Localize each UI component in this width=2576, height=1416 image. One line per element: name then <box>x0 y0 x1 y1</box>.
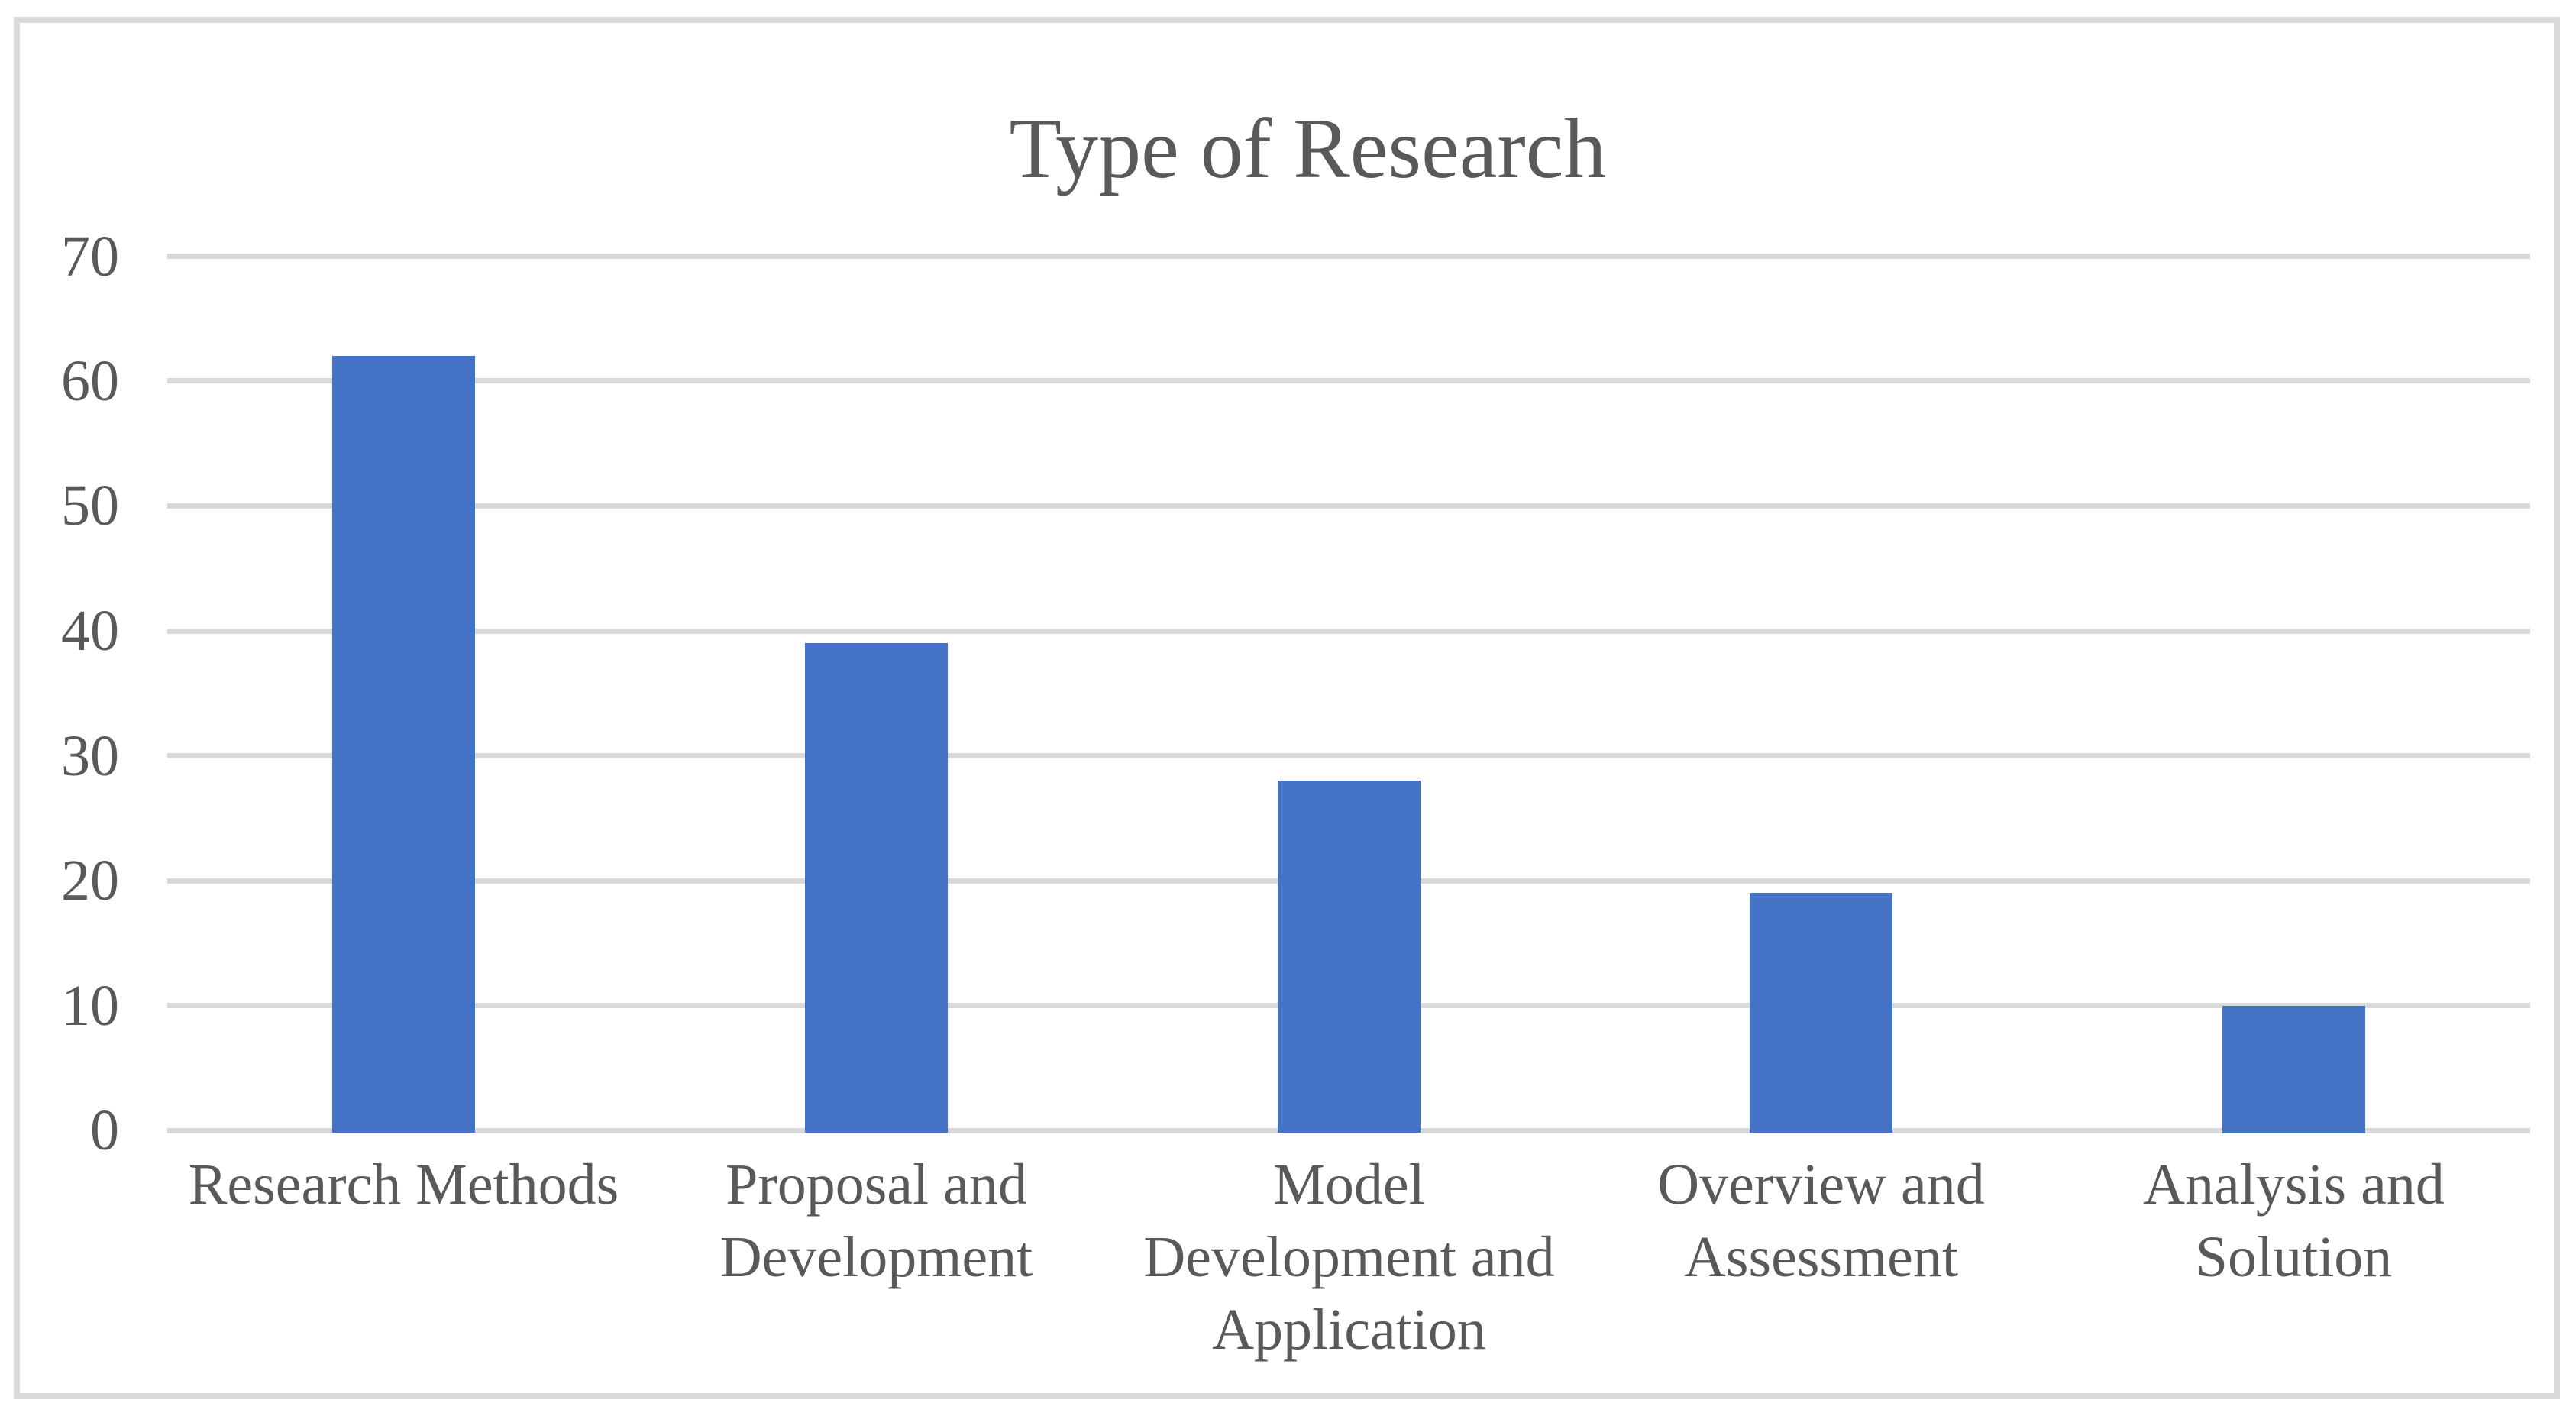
bar-analysis-and-solution <box>2222 1006 2365 1133</box>
x-category-label-overview-and-assessment: Overview and Assessment <box>1585 1149 2057 1294</box>
x-category-label-line: Research Methods <box>188 1153 619 1217</box>
x-category-label-line: Proposal and <box>726 1153 1027 1217</box>
y-tick-label-30: 30 <box>61 724 119 788</box>
x-category-label-line: Development <box>719 1225 1033 1289</box>
y-tick-label-60: 60 <box>61 349 119 413</box>
bar-model-development-and-application <box>1278 781 1421 1133</box>
x-category-label-proposal-and-development: Proposal and Development <box>640 1149 1113 1294</box>
y-tick-label-0: 0 <box>90 1098 119 1162</box>
gridline-y-70 <box>167 254 2530 259</box>
bar-overview-and-assessment <box>1750 893 1892 1133</box>
x-category-label-line: Assessment <box>1684 1225 1958 1289</box>
x-category-label-line: Overview and <box>1657 1153 1985 1217</box>
x-category-label-research-methods: Research Methods <box>167 1149 640 1221</box>
gridline-y-40 <box>167 629 2530 634</box>
x-category-label-model-development-and-application: Model Development and Application <box>1113 1149 1585 1366</box>
x-category-label-line: Application <box>1212 1298 1486 1362</box>
gridline-y-30 <box>167 753 2530 758</box>
x-category-label-line: Model <box>1273 1153 1425 1217</box>
chart-frame: Type of Research 0 10 20 30 40 50 60 70 Researc… <box>14 17 2560 1399</box>
bar-proposal-and-development <box>805 643 948 1133</box>
y-tick-label-10: 10 <box>61 974 119 1038</box>
gridline-y-60 <box>167 378 2530 383</box>
x-category-label-line: Solution <box>2195 1225 2393 1289</box>
y-tick-label-40: 40 <box>61 599 119 663</box>
y-tick-label-70: 70 <box>61 225 119 289</box>
x-category-label-analysis-and-solution: Analysis and Solution <box>2057 1149 2530 1294</box>
x-category-label-line: Analysis and <box>2143 1153 2445 1217</box>
y-tick-label-20: 20 <box>61 849 119 913</box>
x-category-label-line: Development and <box>1143 1225 1555 1289</box>
gridline-y-50 <box>167 503 2530 509</box>
chart-title: Type of Research <box>1009 102 1607 196</box>
y-tick-label-50: 50 <box>61 474 119 538</box>
bar-research-methods <box>332 356 475 1133</box>
